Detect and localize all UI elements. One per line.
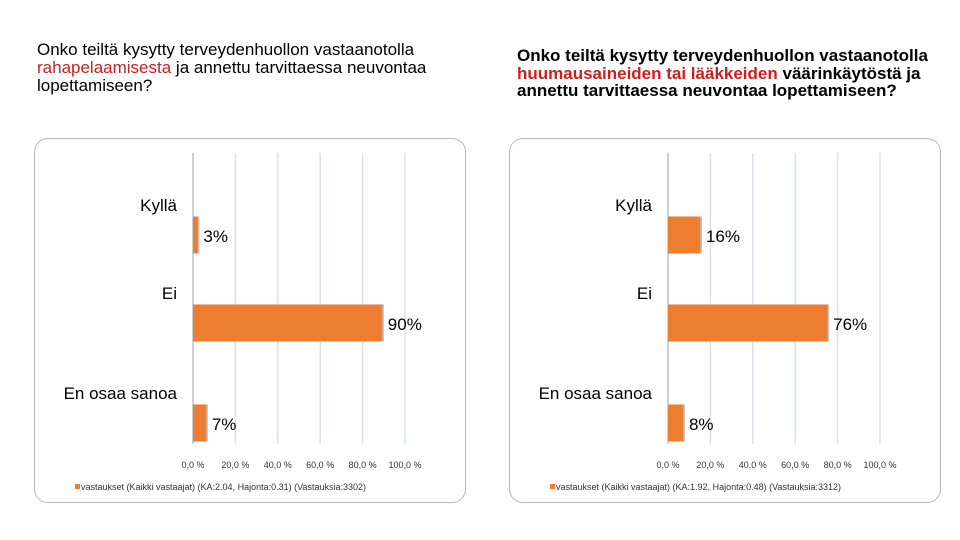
- category-label: Kyllä: [615, 196, 652, 215]
- bar-edge: [827, 304, 830, 342]
- tick-label: 60,0 %: [781, 460, 809, 470]
- data-label: 7%: [212, 415, 237, 434]
- data-label: 3%: [203, 227, 228, 246]
- tick-label: 40,0 %: [739, 460, 767, 470]
- title-highlight: huumausaineiden tai lääkkeiden: [517, 63, 778, 83]
- category-label: Kyllä: [140, 196, 177, 215]
- bar-edge: [382, 304, 384, 342]
- category-label: Ei: [637, 284, 652, 303]
- legend-swatch: [75, 484, 80, 489]
- chart-title-right: Onko teiltä kysytty terveydenhuollon vas…: [517, 47, 937, 100]
- bar: [668, 304, 830, 342]
- tick-label: 40,0 %: [264, 460, 292, 470]
- category-label: En osaa sanoa: [64, 384, 178, 403]
- category-label: Ei: [162, 284, 177, 303]
- chart-panel-right: Kyllä 16% Ei 76% En osaa sanoa 8% 0,0 % 20,0 % 4…: [509, 138, 941, 503]
- tick-label: 60,0 %: [306, 460, 334, 470]
- tick-label: 20,0 %: [696, 460, 724, 470]
- bar-edge: [683, 404, 685, 442]
- title-text: Onko teiltä kysytty terveydenhuollon vas…: [517, 46, 928, 65]
- bar-edge: [206, 404, 208, 442]
- bar-chart-right: Kyllä 16% Ei 76% En osaa sanoa 8% 0,0 % 20,0 % 4…: [539, 153, 897, 492]
- tick-label: 20,0 %: [221, 460, 249, 470]
- title-text: väärinkäytöstä ja annettu tarvittaessa n…: [517, 63, 921, 100]
- title-text: Onko teiltä kysytty terveydenhuollon vas…: [37, 40, 415, 59]
- data-label: 8%: [689, 415, 714, 434]
- bar-edge: [700, 216, 702, 254]
- bar: [668, 216, 702, 254]
- bar: [193, 304, 384, 342]
- tick-label: 80,0 %: [349, 460, 377, 470]
- chart-panel-left: Kyllä 3% Ei 90% En osaa sanoa 7% 0,0 % 20,0 % 40…: [34, 138, 466, 503]
- chart-title-left: Onko teiltä kysytty terveydenhuollon vas…: [37, 41, 447, 95]
- bar: [193, 404, 208, 442]
- legend-label: vastaukset (Kaikki vastaajat) (KA:2.04, …: [81, 482, 366, 492]
- legend-label: vastaukset (Kaikki vastaajat) (KA:1.92, …: [556, 482, 841, 492]
- data-label: 16%: [706, 227, 740, 246]
- data-label: 76%: [833, 315, 867, 334]
- data-label: 90%: [388, 315, 422, 334]
- bar-edge: [197, 216, 200, 254]
- tick-label: 100,0 %: [863, 460, 896, 470]
- title-highlight: rahapelaamisesta: [37, 58, 172, 77]
- tick-label: 0,0 %: [181, 460, 204, 470]
- tick-label: 80,0 %: [824, 460, 852, 470]
- tick-label: 100,0 %: [388, 460, 421, 470]
- bar-chart-left: Kyllä 3% Ei 90% En osaa sanoa 7% 0,0 % 20,0 % 40…: [64, 153, 422, 492]
- bar: [193, 216, 200, 254]
- tick-label: 0,0 %: [656, 460, 679, 470]
- title-text: ja annettu tarvittaessa neuvontaa lopett…: [37, 58, 427, 95]
- category-label: En osaa sanoa: [539, 384, 653, 403]
- legend-swatch: [550, 484, 555, 489]
- bar: [668, 404, 685, 442]
